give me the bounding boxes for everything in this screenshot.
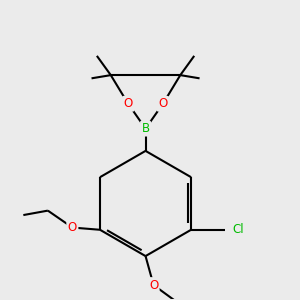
Text: Cl: Cl xyxy=(232,223,244,236)
Text: O: O xyxy=(149,278,158,292)
Text: O: O xyxy=(124,97,133,110)
Text: O: O xyxy=(158,97,168,110)
Text: O: O xyxy=(68,221,77,234)
Text: B: B xyxy=(142,122,150,135)
